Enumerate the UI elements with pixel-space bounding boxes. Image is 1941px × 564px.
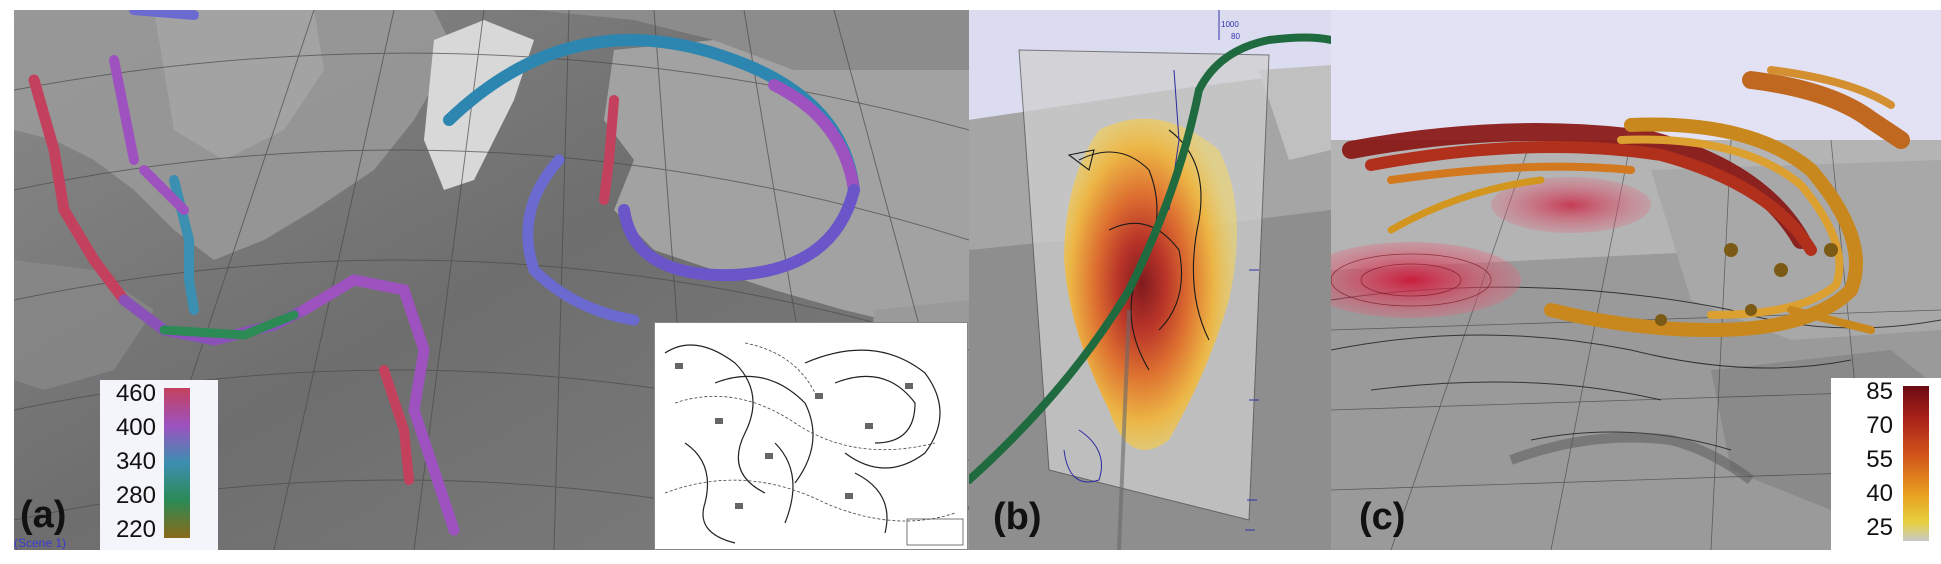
panel-a-colorbar-gradient xyxy=(164,388,190,538)
panel-c-tube-view: 85 70 55 40 25 (c) xyxy=(1331,10,1941,550)
panel-b-label: (b) xyxy=(993,496,1042,538)
panel-b-axis-tick-second: 80 xyxy=(1231,32,1240,41)
panel-c-cbar-tick-3: 40 xyxy=(1866,480,1893,507)
panel-a-cbar-tick-4: 220 xyxy=(115,516,156,543)
panel-a-cbar-tick-0: 460 xyxy=(115,380,156,407)
panel-b-vertical-section: 1000 80 (b) xyxy=(969,10,1331,550)
panel-c-cbar-tick-0: 85 xyxy=(1866,378,1893,405)
panel-c-colorbar-ticks: 85 70 55 40 25 xyxy=(1835,378,1897,550)
panel-c-label: (c) xyxy=(1359,496,1406,538)
panel-c-cbar-tick-1: 70 xyxy=(1866,412,1893,439)
panel-a-label: (a) xyxy=(20,494,67,536)
panel-a-trajectories xyxy=(28,10,860,536)
scene-label[interactable]: (Scene 1) xyxy=(14,536,67,550)
panel-a-cbar-tick-1: 400 xyxy=(115,414,156,441)
panel-c-cbar-tick-4: 25 xyxy=(1866,514,1893,541)
panel-b-canvas xyxy=(969,10,1331,550)
panel-c-trajectory-tubes xyxy=(1342,66,1910,338)
panel-c-canvas xyxy=(1331,10,1941,550)
panel-a-colorbar-ticks: 460 400 340 280 220 xyxy=(104,380,160,550)
panel-b-axis-tick-top: 1000 xyxy=(1221,20,1239,29)
panel-c-colorbar-gradient xyxy=(1903,386,1929,541)
panel-c-cbar-tick-2: 55 xyxy=(1866,446,1893,473)
panel-a-cbar-tick-3: 280 xyxy=(115,482,156,509)
panel-a-inset-synoptic-chart xyxy=(654,322,968,550)
panel-a-cbar-tick-2: 340 xyxy=(115,448,156,475)
panel-a-colorbar-bg xyxy=(100,380,218,550)
panel-a-trajectory-map: 460 400 340 280 220 xyxy=(14,10,969,550)
